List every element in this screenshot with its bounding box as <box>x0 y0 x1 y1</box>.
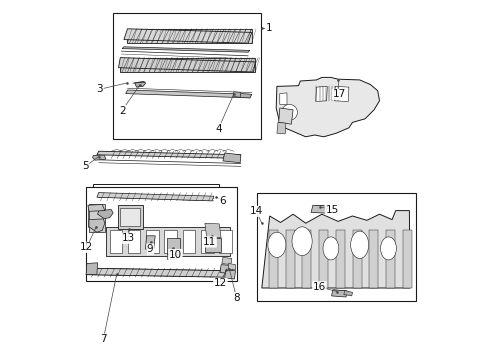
Text: 2: 2 <box>119 105 125 116</box>
Ellipse shape <box>291 227 311 256</box>
Polygon shape <box>86 263 98 275</box>
Polygon shape <box>352 230 361 288</box>
Polygon shape <box>86 268 228 277</box>
Polygon shape <box>334 86 348 102</box>
Bar <box>127 230 140 253</box>
Polygon shape <box>125 90 251 98</box>
Polygon shape <box>167 238 179 254</box>
Polygon shape <box>285 230 294 288</box>
Text: 11: 11 <box>203 237 216 247</box>
Bar <box>183 230 195 253</box>
Circle shape <box>281 104 297 120</box>
Bar <box>109 230 122 253</box>
Polygon shape <box>204 238 221 252</box>
Polygon shape <box>368 230 378 288</box>
Polygon shape <box>118 58 255 72</box>
Polygon shape <box>145 236 155 249</box>
Polygon shape <box>302 230 311 288</box>
Polygon shape <box>315 86 326 102</box>
Text: 16: 16 <box>312 282 325 292</box>
Text: 12: 12 <box>80 242 93 252</box>
Text: 7: 7 <box>100 334 106 344</box>
Polygon shape <box>402 230 411 288</box>
Bar <box>164 230 177 253</box>
Polygon shape <box>223 153 241 163</box>
Polygon shape <box>134 81 145 87</box>
Text: 5: 5 <box>82 161 88 171</box>
Polygon shape <box>204 223 221 238</box>
Polygon shape <box>276 77 379 137</box>
Bar <box>93 184 219 223</box>
Polygon shape <box>278 108 292 124</box>
Polygon shape <box>310 205 326 213</box>
Text: 9: 9 <box>146 244 153 254</box>
Polygon shape <box>228 264 235 270</box>
Polygon shape <box>222 257 231 265</box>
Polygon shape <box>97 151 241 158</box>
Text: 14: 14 <box>249 206 263 216</box>
Text: 6: 6 <box>219 195 225 206</box>
Polygon shape <box>386 230 394 288</box>
Polygon shape <box>319 230 327 288</box>
Polygon shape <box>343 291 352 296</box>
Polygon shape <box>92 155 106 160</box>
Polygon shape <box>167 254 176 259</box>
Polygon shape <box>335 230 344 288</box>
Bar <box>89 204 104 232</box>
Ellipse shape <box>267 232 285 257</box>
Polygon shape <box>224 270 235 279</box>
Polygon shape <box>97 193 213 201</box>
Text: 3: 3 <box>96 84 103 94</box>
Bar <box>146 230 159 253</box>
Polygon shape <box>276 122 285 134</box>
Text: 12: 12 <box>213 278 226 288</box>
Bar <box>219 230 231 253</box>
Text: 8: 8 <box>233 293 240 303</box>
Polygon shape <box>220 265 232 274</box>
Ellipse shape <box>322 237 338 260</box>
Polygon shape <box>261 211 409 288</box>
Bar <box>113 13 260 139</box>
Polygon shape <box>279 93 286 104</box>
Bar <box>127 29 251 43</box>
Bar <box>86 187 237 281</box>
Bar <box>201 230 213 253</box>
Text: 15: 15 <box>325 204 338 215</box>
Polygon shape <box>123 29 251 43</box>
Text: 4: 4 <box>215 123 222 134</box>
Bar <box>257 193 415 301</box>
Polygon shape <box>98 210 113 219</box>
Bar <box>120 208 140 226</box>
Text: 13: 13 <box>122 233 135 243</box>
Polygon shape <box>239 94 251 98</box>
Ellipse shape <box>350 231 368 258</box>
Polygon shape <box>331 290 346 297</box>
Bar <box>118 205 142 229</box>
Polygon shape <box>122 47 249 52</box>
Ellipse shape <box>380 237 396 260</box>
Polygon shape <box>89 219 104 232</box>
Text: 1: 1 <box>265 23 272 33</box>
Polygon shape <box>232 92 241 97</box>
Text: 10: 10 <box>168 249 182 260</box>
Bar <box>120 58 255 72</box>
Polygon shape <box>106 227 230 256</box>
Text: 17: 17 <box>332 89 345 99</box>
Polygon shape <box>88 204 104 211</box>
Polygon shape <box>268 230 277 288</box>
